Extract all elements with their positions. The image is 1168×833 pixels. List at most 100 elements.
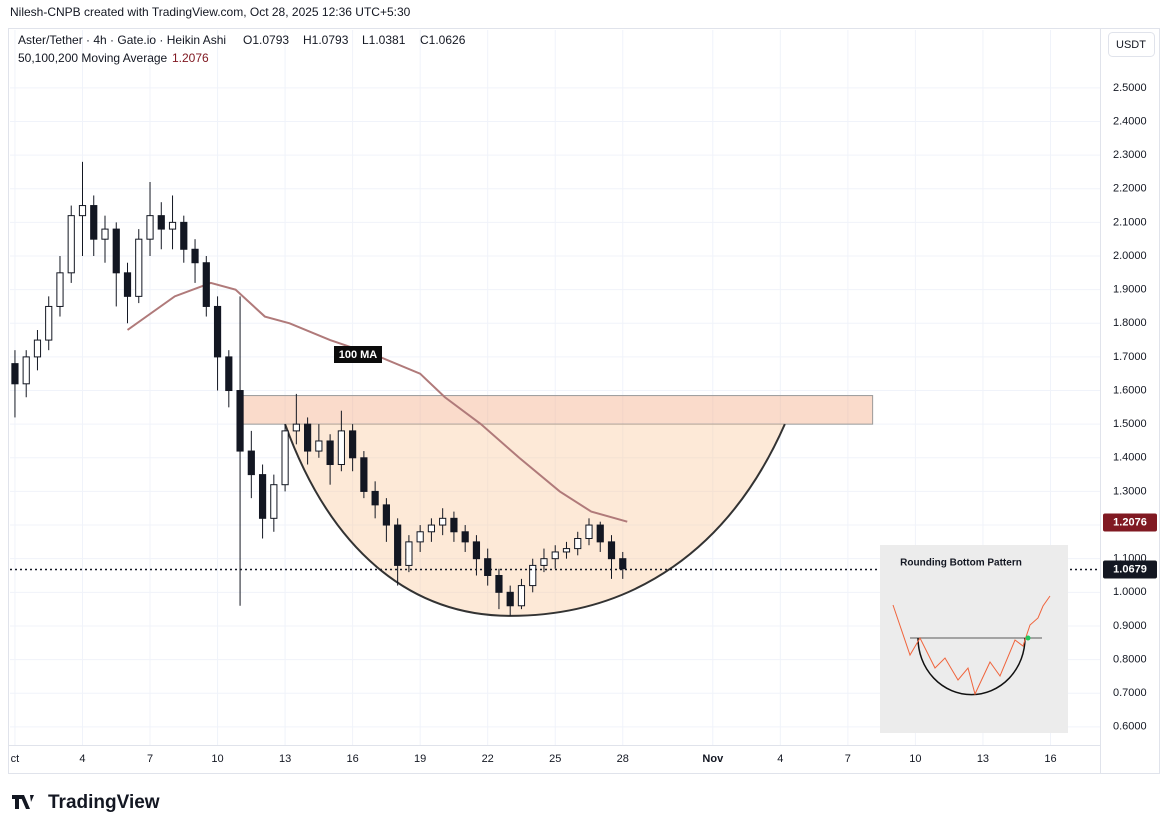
inset-price <box>892 595 1051 696</box>
candle-body <box>506 591 514 607</box>
candle-body <box>337 430 345 466</box>
y-tick-label: 0.6000 <box>1113 721 1147 733</box>
candle-body <box>191 248 199 264</box>
x-tick-label: 25 <box>549 753 561 765</box>
credit: Nilesh-CNPB created with TradingView.com… <box>10 5 411 19</box>
x-tick-label: ct <box>11 753 20 765</box>
candle-body <box>67 215 75 274</box>
x-tick-label: 28 <box>617 753 629 765</box>
candle-body <box>236 390 244 452</box>
x-tick-label: 10 <box>909 753 921 765</box>
pattern-fill <box>285 424 785 616</box>
candle-body <box>371 490 379 506</box>
x-tick-label: 7 <box>845 753 851 765</box>
currency-button[interactable] <box>1108 32 1155 57</box>
frame <box>8 28 1160 774</box>
candle-body <box>619 558 627 570</box>
ohlc-open: O1.0793 <box>243 33 289 47</box>
candle-body <box>585 524 593 540</box>
candle-body <box>326 440 334 466</box>
candle-body <box>270 484 278 519</box>
candle-body <box>157 215 165 230</box>
candle-body <box>382 504 390 526</box>
candle-body <box>258 474 267 519</box>
logo-text: TradingView <box>48 792 160 813</box>
candle-body <box>213 305 222 358</box>
inset-title: Rounding Bottom Pattern <box>900 558 1022 569</box>
candle-body <box>360 457 368 492</box>
ma-price-tag <box>1103 513 1157 532</box>
ma-annotation-text: 100 MA <box>339 349 378 361</box>
x-tick-label: 16 <box>1044 753 1056 765</box>
x-tick-label: 19 <box>414 753 426 765</box>
candle-body <box>562 548 571 553</box>
inset-background <box>880 545 1068 733</box>
candle-body <box>146 215 154 240</box>
x-tick-label: 16 <box>346 753 358 765</box>
candle-body <box>101 228 109 240</box>
currency[interactable]: USDT <box>1116 39 1146 51</box>
ohlc-close: C1.0626 <box>420 33 466 47</box>
candle-body <box>315 440 323 452</box>
indicator: 50,100,200 Moving Average <box>18 51 168 65</box>
x-tick-label: 10 <box>211 753 223 765</box>
candle-body <box>596 524 604 543</box>
y-tick-label: 0.7000 <box>1113 687 1147 699</box>
x-tick-label: 4 <box>777 753 783 765</box>
candle-body <box>495 574 503 593</box>
candle-body <box>168 221 177 230</box>
y-tick-label: 1.5000 <box>1113 418 1147 430</box>
y-tick-label: 1.4000 <box>1113 452 1147 464</box>
candle-body <box>90 205 98 240</box>
y-tick-label: 0.9000 <box>1113 620 1147 632</box>
candle-body <box>349 430 357 459</box>
y-tick-label: 2.2000 <box>1113 183 1147 195</box>
x-tick-label: 7 <box>147 753 153 765</box>
candle-body <box>394 524 402 566</box>
candle-body <box>11 363 19 385</box>
candle-body <box>450 517 458 533</box>
candle-body <box>574 538 582 550</box>
candle-body <box>551 551 559 560</box>
ma-legend-value: 1.2076 <box>172 51 209 65</box>
y-tick-label: 2.3000 <box>1113 149 1147 161</box>
candle-body <box>427 524 436 533</box>
y-tick-label: 2.4000 <box>1113 115 1147 127</box>
candle-body <box>202 262 210 307</box>
x-tick-label: Nov <box>702 753 724 765</box>
y-tick-label: 1.7000 <box>1113 351 1147 363</box>
y-tick-label: 1.9000 <box>1113 284 1147 296</box>
y-tick-label: 0.8000 <box>1113 653 1147 665</box>
symbol: Aster/Tether · 4h · Gate.io · Heikin Ash… <box>18 33 226 47</box>
y-tick-label: 1.0000 <box>1113 586 1147 598</box>
candle-body <box>529 564 537 587</box>
candle-body <box>517 585 526 607</box>
ma-price-label: 1.2076 <box>1113 516 1147 528</box>
inset: Rounding Bottom Pattern <box>880 545 1068 733</box>
candle-body <box>180 221 188 250</box>
candle-body <box>540 558 548 566</box>
candle-body <box>484 558 492 576</box>
candle-body <box>281 430 289 486</box>
x-tick-label: 4 <box>79 753 85 765</box>
candle-body <box>56 272 64 307</box>
candle-body <box>304 423 312 452</box>
candle-body <box>123 272 132 297</box>
resistance-zone <box>239 395 874 425</box>
x-tick-label: 13 <box>279 753 291 765</box>
ohlc-high: H1.0793 <box>303 33 349 47</box>
candle-body <box>472 541 481 560</box>
y-tick-label: 2.0000 <box>1113 250 1147 262</box>
candle-body <box>225 356 233 392</box>
y-tick-label: 1.8000 <box>1113 317 1147 329</box>
candle-body <box>33 339 42 358</box>
logo-mark <box>12 795 34 809</box>
ohlc-low: L1.0381 <box>362 33 406 47</box>
x-tick-label: 22 <box>482 753 494 765</box>
ma-annotation: 100 MA <box>334 346 382 363</box>
x-tick-label: 13 <box>977 753 989 765</box>
inset-breakout <box>1025 635 1031 641</box>
y-tick-label: 2.5000 <box>1113 82 1147 94</box>
candle-body <box>78 205 87 217</box>
